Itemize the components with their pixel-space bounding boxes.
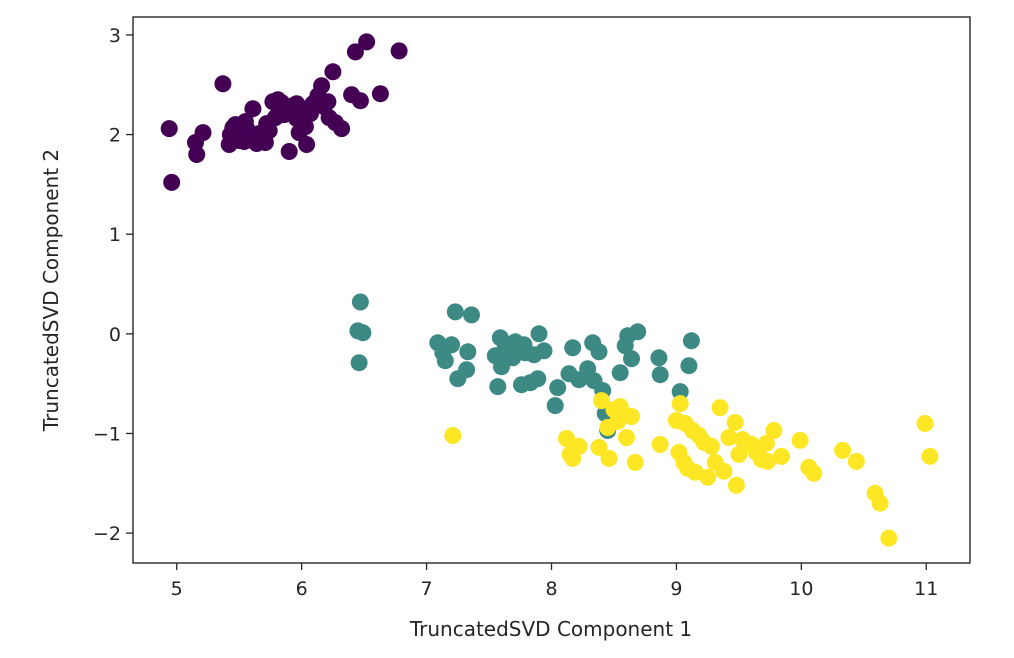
data-point-cluster-2-28: [702, 437, 720, 455]
data-point-cluster-0-15: [244, 100, 262, 118]
data-point-cluster-2-14: [623, 408, 640, 425]
data-point-cluster-1-48: [650, 349, 668, 367]
data-point-cluster-2-52: [916, 415, 934, 432]
data-point-cluster-2-6: [593, 392, 610, 410]
data-point-cluster-2-40: [757, 434, 775, 452]
data-point-cluster-0-0: [160, 120, 178, 138]
data-point-cluster-2-51: [880, 529, 898, 547]
x-tick-label-10: 10: [789, 578, 813, 600]
y-tick-label--1: −1: [93, 423, 121, 445]
data-point-cluster-1-47: [629, 323, 647, 341]
data-point-cluster-2-43: [772, 447, 790, 465]
data-point-cluster-0-48: [269, 91, 287, 109]
data-point-cluster-0-50: [236, 113, 254, 131]
data-point-cluster-2-15: [626, 453, 644, 471]
data-point-cluster-2-48: [847, 452, 865, 470]
x-axis-label: TruncatedSVD Component 1: [409, 617, 692, 641]
data-point-cluster-0-52: [288, 95, 306, 113]
data-point-cluster-2-33: [726, 414, 744, 431]
data-point-cluster-0-3: [188, 146, 206, 163]
data-point-cluster-1-10: [458, 361, 476, 379]
data-point-cluster-0-5: [214, 75, 232, 93]
data-point-cluster-1-28: [529, 370, 547, 388]
y-tick-label-0: 0: [109, 324, 121, 346]
data-point-cluster-2-27: [699, 468, 717, 486]
data-point-cluster-1-51: [680, 357, 698, 375]
data-point-cluster-0-49: [296, 118, 314, 136]
data-point-cluster-2-42: [765, 422, 783, 439]
y-tick-label-1: 1: [109, 224, 121, 246]
data-point-cluster-1-29: [530, 325, 548, 343]
data-point-cluster-2-5: [590, 438, 608, 456]
plot-frame: [132, 16, 971, 564]
data-point-cluster-2-41: [759, 452, 777, 470]
data-point-cluster-1-7: [443, 336, 461, 354]
data-point-cluster-1-11: [459, 343, 477, 361]
data-point-cluster-0-44: [351, 92, 369, 110]
y-tick-label-3: 3: [109, 25, 121, 47]
data-point-cluster-2-13: [618, 429, 635, 446]
data-point-cluster-1-8: [446, 303, 464, 321]
data-point-cluster-2-30: [711, 399, 729, 417]
data-point-cluster-1-12: [463, 306, 480, 324]
x-tick-label-6: 6: [296, 578, 308, 600]
data-point-cluster-1-32: [549, 379, 567, 397]
x-tick-label-11: 11: [914, 578, 938, 600]
data-point-cluster-2-53: [921, 447, 939, 465]
data-point-cluster-0-39: [324, 63, 342, 81]
data-point-cluster-0-53: [319, 93, 337, 111]
data-point-cluster-0-46: [371, 85, 389, 103]
data-point-cluster-0-45: [358, 33, 376, 51]
data-point-cluster-1-43: [611, 364, 629, 382]
y-tick-label--2: −2: [93, 523, 121, 545]
data-point-cluster-1-30: [535, 342, 553, 360]
data-point-cluster-1-3: [350, 354, 368, 372]
y-axis-label: TruncatedSVD Component 2: [39, 149, 63, 432]
data-point-cluster-1-31: [546, 397, 564, 415]
data-point-cluster-1-1: [351, 293, 369, 311]
data-point-cluster-0-41: [333, 120, 351, 138]
data-point-cluster-1-46: [623, 350, 640, 368]
data-point-cluster-2-32: [720, 429, 738, 446]
data-point-cluster-0-47: [390, 42, 408, 60]
data-point-cluster-2-35: [730, 445, 748, 463]
data-point-cluster-0-51: [258, 115, 276, 133]
y-tick-label-2: 2: [109, 125, 121, 147]
x-tick-label-8: 8: [545, 578, 557, 600]
data-point-cluster-2-0: [444, 427, 462, 444]
data-point-cluster-0-36: [313, 77, 331, 95]
data-point-cluster-2-1: [558, 430, 575, 447]
data-point-cluster-0-27: [280, 143, 298, 160]
data-point-cluster-2-19: [671, 395, 689, 413]
data-point-cluster-2-46: [805, 464, 823, 482]
data-point-cluster-2-44: [791, 431, 809, 449]
data-point-cluster-1-49: [651, 366, 669, 384]
data-point-cluster-2-34: [727, 476, 745, 494]
x-tick-label-9: 9: [670, 578, 682, 600]
points-layer: [160, 33, 939, 547]
data-point-cluster-0-1: [163, 173, 181, 191]
data-point-cluster-1-34: [564, 339, 582, 357]
data-point-cluster-1-39: [590, 343, 608, 361]
data-point-cluster-2-50: [871, 494, 889, 512]
x-tick-label-5: 5: [171, 578, 183, 600]
data-point-cluster-1-50: [671, 383, 689, 401]
data-point-cluster-1-52: [682, 332, 700, 350]
data-point-cluster-1-14: [489, 378, 507, 396]
x-tick-label-7: 7: [421, 578, 433, 600]
data-point-cluster-2-47: [834, 441, 852, 459]
ticks-layer: 5 6 7 8 9 10 11 −2 −1 0 1 2 3: [93, 25, 938, 600]
data-point-cluster-1-6: [436, 352, 454, 370]
data-point-cluster-1-2: [354, 324, 372, 342]
data-point-cluster-0-32: [298, 136, 316, 153]
data-point-cluster-0-43: [346, 43, 364, 61]
data-point-cluster-0-4: [194, 124, 212, 142]
data-point-cluster-2-4: [570, 437, 588, 455]
data-point-cluster-2-31: [715, 462, 733, 480]
data-point-cluster-2-8: [600, 449, 618, 467]
data-point-cluster-2-16: [651, 435, 669, 453]
